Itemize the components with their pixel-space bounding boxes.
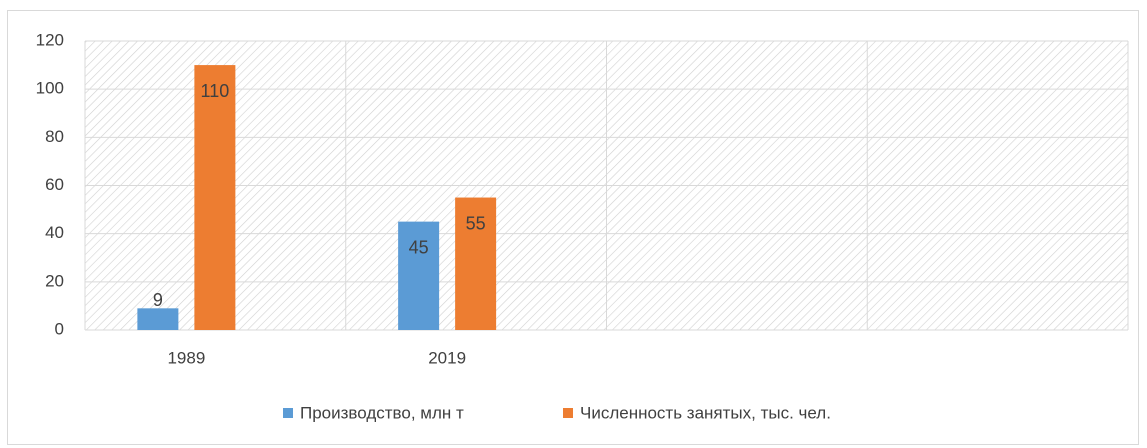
data-label: 55: [466, 213, 486, 233]
data-label: 9: [153, 290, 163, 310]
legend-label: Производство, млн т: [300, 403, 464, 422]
x-tick-label: 2019: [428, 348, 466, 367]
legend-label: Численность занятых, тыс. чел.: [580, 403, 831, 422]
bar: [455, 197, 497, 330]
legend-swatch: [283, 408, 293, 418]
bar: [194, 65, 236, 330]
y-tick-label: 60: [45, 175, 64, 194]
data-label: 110: [201, 81, 230, 101]
bar: [137, 308, 179, 330]
bar: [398, 221, 440, 330]
x-tick-label: 1989: [167, 348, 205, 367]
y-tick-label: 80: [45, 127, 64, 146]
y-tick-label: 20: [45, 271, 64, 290]
y-tick-label: 0: [55, 319, 64, 338]
y-tick-label: 100: [36, 79, 64, 98]
legend-swatch: [563, 408, 573, 418]
y-tick-label: 40: [45, 223, 64, 242]
data-label: 45: [409, 237, 429, 257]
y-tick-label: 120: [36, 30, 64, 49]
